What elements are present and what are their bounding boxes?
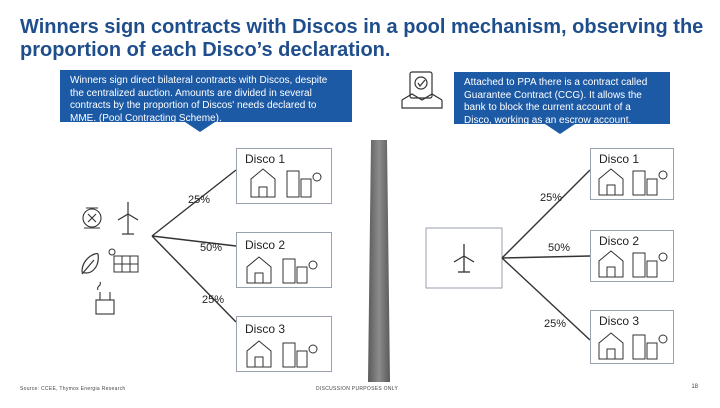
- right-wind-turbine-icon: [453, 244, 475, 273]
- callout-right-pointer: [545, 124, 575, 134]
- right-percent-disco-2: 50%: [548, 242, 571, 254]
- left-line-disco-2: [151, 235, 237, 247]
- right-line-disco-2: [501, 255, 591, 259]
- left-percent-disco-2: 50%: [200, 242, 223, 254]
- right-line-disco-3: [501, 257, 591, 341]
- left-disco-3-label: Disco 3: [245, 322, 286, 336]
- right-disco-2-city-icon: [598, 250, 668, 278]
- right-line-disco-1: [501, 169, 591, 259]
- pool-contracting-callout: Winners sign direct bilateral contracts …: [60, 70, 352, 124]
- solar-panel-icon: [108, 248, 139, 273]
- right-percent-disco-3: 25%: [544, 318, 567, 330]
- right-disco-1-label: Disco 1: [599, 152, 640, 166]
- left-percent-disco-3: 25%: [202, 294, 225, 306]
- thermal-plant-icon: [95, 281, 115, 315]
- wind-turbine-icon: [117, 202, 139, 235]
- slide-title: Winners sign contracts with Discos in a …: [20, 16, 704, 61]
- right-percent-disco-1: 25%: [540, 192, 563, 204]
- handshake-contract-icon: [401, 71, 443, 109]
- source-note: Source: CCEE, Thymos Energia Research: [20, 386, 126, 392]
- left-disco-2-label: Disco 2: [245, 238, 286, 252]
- left-percent-disco-1: 25%: [188, 194, 211, 206]
- left-disco-1-box: Disco 1: [236, 148, 332, 204]
- right-disco-3-label: Disco 3: [599, 314, 640, 328]
- divider-bar: [368, 140, 390, 382]
- right-disco-3-city-icon: [598, 332, 668, 360]
- biomass-leaf-icon: [81, 253, 99, 275]
- left-line-disco-3: [151, 235, 237, 323]
- left-disco-3-box: Disco 3: [236, 316, 332, 372]
- left-disco-2-city-icon: [246, 256, 318, 284]
- left-disco-2-box: Disco 2: [236, 232, 332, 288]
- right-disco-1-box: Disco 1: [590, 148, 674, 200]
- right-disco-1-city-icon: [598, 168, 668, 196]
- hydro-plant-icon: [82, 207, 102, 229]
- guarantee-contract-callout: Attached to PPA there is a contract call…: [454, 72, 670, 126]
- page-number: 18: [691, 384, 698, 390]
- left-disco-1-label: Disco 1: [245, 152, 286, 166]
- right-disco-2-box: Disco 2: [590, 230, 674, 282]
- right-disco-2-label: Disco 2: [599, 234, 640, 248]
- left-line-disco-1: [151, 169, 237, 237]
- right-disco-3-box: Disco 3: [590, 310, 674, 364]
- left-disco-3-city-icon: [246, 340, 318, 368]
- left-disco-1-city-icon: [250, 168, 322, 198]
- disclaimer-note: DISCUSSION PURPOSES ONLY: [316, 386, 399, 392]
- callout-left-pointer: [185, 122, 215, 132]
